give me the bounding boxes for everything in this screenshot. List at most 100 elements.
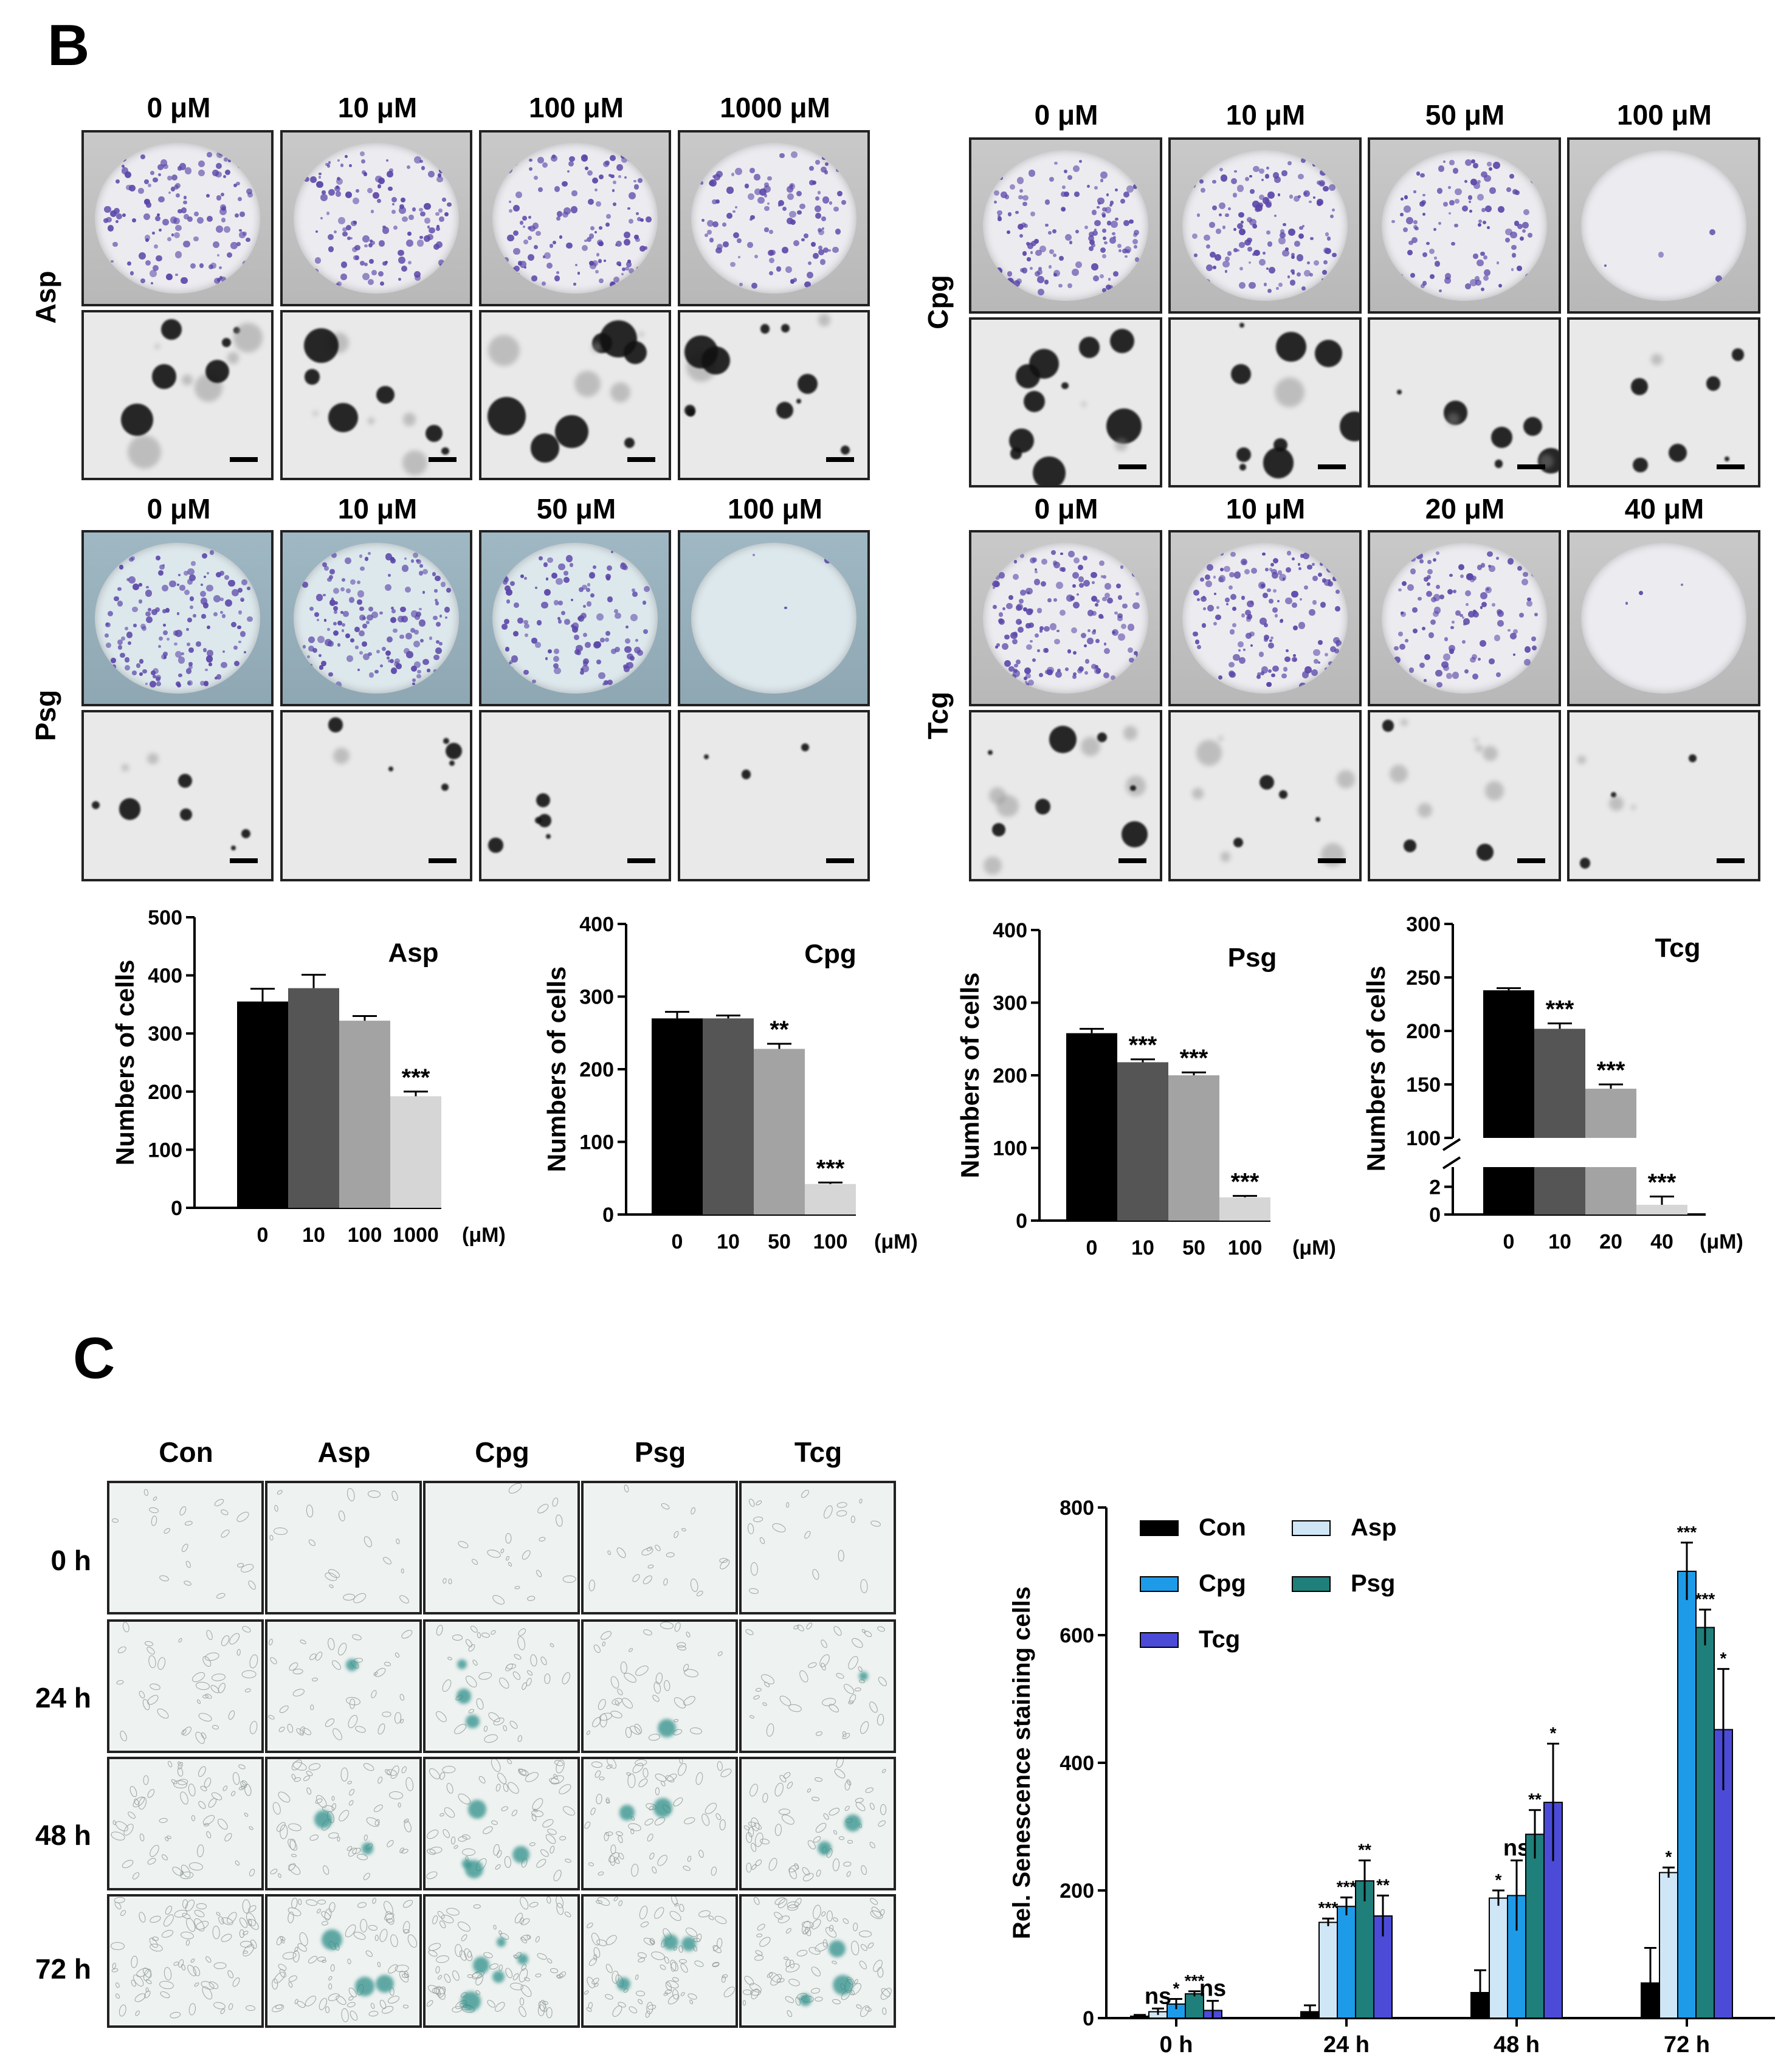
cell	[167, 1760, 173, 1768]
colony-dot	[1008, 666, 1015, 672]
colony-dot	[115, 280, 123, 287]
colony-dot	[187, 216, 193, 222]
colony-dot	[1082, 556, 1087, 561]
colony-dot	[610, 551, 613, 554]
colony-dot	[1091, 209, 1097, 215]
colony-dot	[1044, 199, 1050, 205]
colony-dot	[1404, 638, 1409, 643]
colony-dot	[1087, 638, 1094, 644]
cell	[492, 1924, 497, 1930]
cell	[505, 1533, 512, 1544]
colony-blob	[488, 838, 503, 853]
colony-dot	[359, 630, 365, 637]
y-tick-label: 100	[993, 1137, 1027, 1160]
cell	[231, 1976, 241, 1988]
colony-dot	[1480, 591, 1487, 599]
colony-dot	[1328, 581, 1333, 587]
cell	[506, 1759, 513, 1765]
colony-dot	[1253, 224, 1257, 229]
colony-dot	[205, 668, 208, 672]
colony-dot	[406, 239, 413, 247]
tcg-dish-0	[969, 530, 1162, 706]
colony-dot	[1015, 210, 1019, 214]
cell	[676, 1762, 689, 1777]
colony-dot	[1498, 284, 1503, 288]
cell	[805, 1622, 814, 1630]
colony-dot	[410, 559, 414, 563]
colony-dot	[607, 679, 613, 686]
cell	[787, 1703, 803, 1714]
senescent-cell	[466, 1714, 480, 1729]
colony-blob	[1444, 401, 1468, 425]
colony-dot	[359, 151, 365, 157]
colony-dot	[1072, 650, 1077, 655]
scale-bar	[1118, 858, 1146, 863]
cell	[841, 1917, 850, 1925]
colony-dot	[1311, 669, 1318, 676]
colony-dot	[633, 646, 641, 653]
colony-dot	[1032, 557, 1038, 563]
colony-dot	[569, 562, 574, 567]
cell	[810, 1988, 821, 1995]
colony-dot	[625, 266, 630, 271]
colony-dot	[366, 620, 370, 624]
colony-dot	[1048, 231, 1052, 235]
colony-dot	[1485, 205, 1492, 212]
colony-dot	[556, 210, 563, 217]
colony-dot	[1317, 572, 1322, 577]
y-tick-label: 200	[1060, 1880, 1094, 1903]
culture-dish	[1580, 542, 1747, 694]
colony-dot	[767, 202, 770, 205]
colony-blob	[741, 770, 751, 779]
colony-dot	[627, 155, 633, 162]
colony-dot	[503, 257, 509, 263]
colony-dot	[1484, 174, 1491, 182]
cell	[481, 1631, 491, 1639]
colony-dot	[1022, 201, 1027, 207]
colony-dot	[226, 252, 233, 258]
colony-dot	[233, 660, 240, 667]
colony-dot	[1096, 599, 1100, 603]
colony-dot	[376, 649, 380, 654]
cell	[272, 1979, 278, 1990]
cell	[237, 1763, 246, 1770]
colony-blob	[1129, 785, 1136, 791]
colony-dot	[1121, 558, 1124, 561]
cell	[337, 1509, 346, 1522]
colony-blob	[221, 337, 231, 347]
colony-dot	[246, 616, 253, 622]
colony-dot	[215, 163, 222, 170]
senescence-tile-2-0	[107, 1757, 264, 1890]
colony-dot	[418, 207, 423, 212]
colony-blob	[1233, 837, 1243, 848]
colony-dot	[312, 648, 317, 653]
cell	[462, 1848, 476, 1856]
cell	[548, 1845, 556, 1854]
colony-dot	[241, 579, 248, 586]
colony-blob	[574, 371, 601, 398]
colony-dot	[1104, 583, 1111, 590]
colony-dot	[1323, 579, 1331, 586]
colony-dot	[355, 646, 359, 649]
colony-dot	[1430, 274, 1435, 280]
cell	[748, 1497, 756, 1507]
colony-dot	[1112, 232, 1115, 235]
colony-dot	[726, 212, 733, 219]
cell	[190, 1958, 196, 1964]
culture-dish	[1182, 150, 1348, 301]
colony-dot	[106, 277, 112, 283]
colony-dot	[215, 677, 218, 680]
colony-dot	[1401, 198, 1404, 201]
cell	[116, 1645, 128, 1655]
cell	[773, 1781, 785, 1798]
psg-dish-2	[479, 530, 671, 706]
colony-dot	[163, 630, 168, 636]
asp-micro-3	[678, 310, 870, 480]
cell	[314, 1650, 324, 1662]
colony-dot	[1527, 232, 1532, 238]
colony-dot	[1125, 255, 1128, 258]
colony-dot	[351, 247, 357, 253]
colony-dot	[1439, 594, 1445, 600]
colony-dot	[739, 282, 743, 286]
colony-dot	[1317, 199, 1323, 206]
